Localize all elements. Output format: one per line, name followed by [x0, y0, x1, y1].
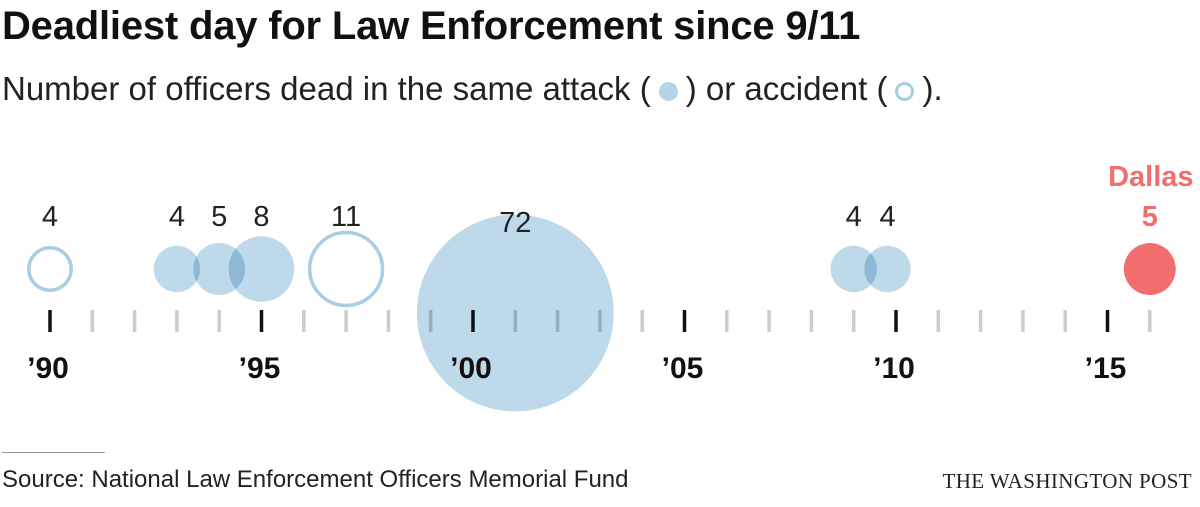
event-value-label: 5	[211, 201, 227, 233]
attack-bubble	[864, 245, 911, 293]
accident-bubble	[307, 230, 385, 308]
attack-bubble	[416, 214, 614, 412]
event-value-label: 4	[42, 201, 58, 233]
axis-tick-label: ’05	[662, 352, 704, 385]
accident-bubble	[27, 246, 73, 292]
axis-tick-label: ’00	[450, 352, 492, 385]
chart-title: Deadliest day for Law Enforcement since …	[2, 4, 861, 48]
event-value-label: 8	[253, 201, 269, 233]
highlight-bubble	[1123, 243, 1176, 295]
attack-legend-dot	[658, 82, 678, 101]
attack-bubble	[830, 245, 877, 293]
attack-bubble	[228, 236, 295, 302]
subtitle-text-1: Number of officers dead in the same atta…	[2, 70, 651, 107]
axis-tick-label: ’90	[27, 352, 69, 385]
event-value-label: 4	[879, 201, 895, 233]
axis-tick-label: ’95	[239, 352, 281, 385]
attack-bubble	[153, 245, 201, 293]
axis-tick-label: ’15	[1085, 352, 1127, 385]
source-note: Source: National Law Enforcement Officer…	[2, 466, 629, 493]
chart-subtitle: Number of officers dead in the same atta…	[2, 70, 943, 108]
axis-tick-label: ’10	[873, 352, 915, 385]
event-value-label: 4	[846, 201, 862, 233]
axis-labels: ’90 ’95 ’00 ’05 ’10 ’15	[27, 352, 1126, 385]
event-value-label: 72	[499, 207, 531, 239]
event-name-label: Dallas	[1108, 161, 1193, 193]
source-divider	[2, 452, 105, 453]
subtitle-text-3: ).	[922, 70, 943, 107]
event-bubbles	[27, 214, 1176, 412]
subtitle-text-2: ) or accident (	[685, 70, 888, 107]
event-value-label: 4	[169, 201, 185, 233]
accident-legend-ring	[895, 82, 915, 101]
publisher-credit: THE WASHINGTON POST	[942, 469, 1192, 493]
event-value-label: 11	[331, 201, 361, 233]
event-value-label: 5	[1142, 201, 1158, 233]
